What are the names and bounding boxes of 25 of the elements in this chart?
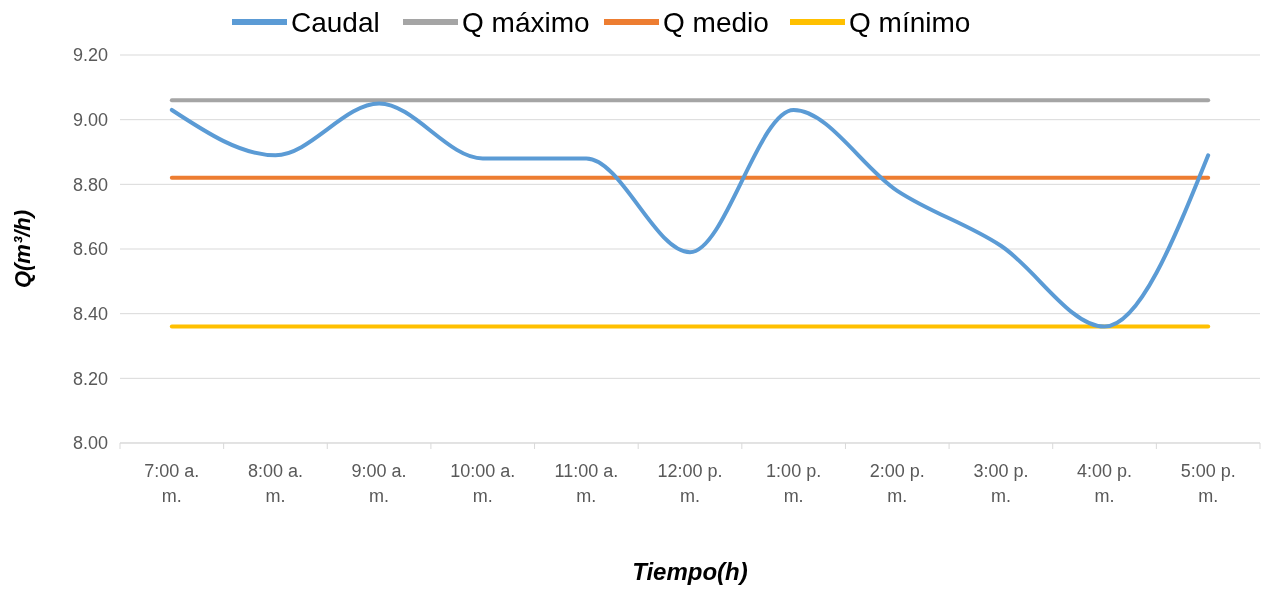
- legend-label: Q medio: [663, 6, 769, 38]
- x-tick-label: 7:00 a. m.: [144, 461, 200, 506]
- x-tick-label: 1:00 p. m.: [766, 461, 822, 506]
- x-tick-label: 4:00 p. m.: [1077, 461, 1133, 506]
- y-tick-label: 8.60: [72, 239, 108, 260]
- x-tick-label: 2:00 p. m.: [869, 461, 925, 506]
- line-series: [169, 101, 1211, 329]
- y-tick-label: 9.00: [72, 109, 108, 130]
- y-tick-label: 9.20: [72, 45, 108, 66]
- x-tick-label: 11:00 a. m.: [554, 461, 619, 506]
- x-tick-label: 8:00 a. m.: [247, 461, 303, 506]
- x-tick-label: 5:00 p. m.: [1180, 461, 1236, 506]
- x-tick-label: 9:00 a. m.: [351, 461, 407, 506]
- legend-label: Q máximo: [462, 6, 590, 38]
- y-tick-label: 8.80: [72, 174, 108, 195]
- y-tick-label: 8.00: [72, 433, 108, 454]
- y-tick-label: 8.40: [72, 303, 108, 324]
- x-tick-label: 10:00 a. m.: [450, 461, 516, 506]
- x-tick-label: 3:00 p. m.: [973, 461, 1029, 506]
- legend-label: Caudal: [291, 6, 380, 38]
- x-tick-label: 12:00 p. m.: [657, 461, 723, 506]
- y-tick-label: 8.20: [72, 368, 108, 389]
- legend-label: Q mínimo: [849, 6, 971, 38]
- y-axis-title: Q(m³/h): [10, 209, 35, 289]
- x-axis-title: Tiempo(h): [632, 558, 748, 585]
